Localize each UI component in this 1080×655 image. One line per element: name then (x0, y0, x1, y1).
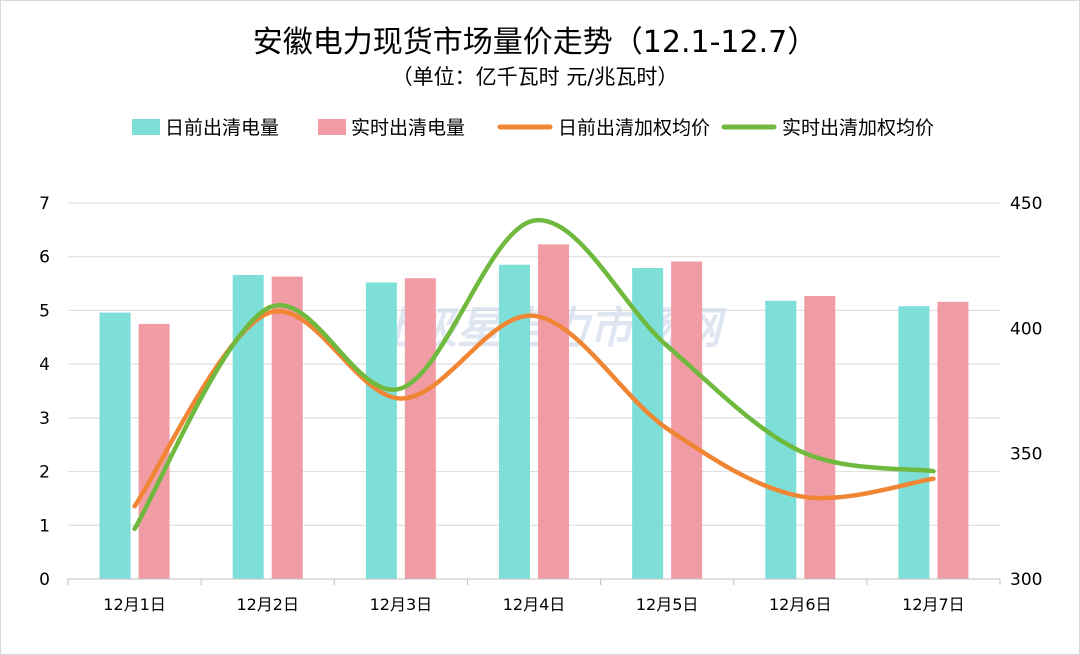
series-line (132, 309, 936, 509)
bar (898, 306, 930, 579)
x-category-label: 12月2日 (236, 595, 299, 614)
y-right-tick-label: 450 (1010, 194, 1042, 214)
y-right-tick-label: 400 (1010, 319, 1042, 339)
x-category-label: 12月7日 (902, 595, 965, 614)
y-right-tick-label: 350 (1010, 445, 1042, 465)
bar (538, 244, 569, 580)
x-category-label: 12月4日 (503, 595, 566, 614)
x-category-label: 12月1日 (103, 595, 166, 614)
legend-swatch (318, 119, 346, 135)
bar (365, 282, 397, 579)
x-category-label: 12月6日 (769, 595, 832, 614)
y-right-tick-label: 300 (1010, 570, 1042, 590)
y-left-tick-label: 7 (39, 194, 50, 214)
chart-title: 安徽电力现货市场量价走势（12.1-12.7） (253, 25, 817, 60)
bar (404, 278, 436, 579)
axes: 0 1 2 3 4 5 6 7 300 350 400 450 12月1日 12月2日 12月3日 12月4日… (39, 194, 1042, 614)
bar (671, 261, 703, 579)
bar (804, 295, 836, 579)
y-left-tick-label: 6 (39, 248, 50, 268)
legend-swatch (132, 119, 160, 135)
y-left-tick-label: 5 (39, 301, 50, 321)
chart-subtitle: （单位：亿千瓦时 元/兆瓦时） (392, 65, 679, 89)
bar (99, 312, 131, 579)
legend-label: 日前出清电量 (165, 117, 279, 139)
bar (499, 264, 530, 579)
bar (271, 276, 303, 579)
gridlines (68, 202, 1000, 526)
legend-label: 实时出清加权均价 (782, 117, 934, 139)
legend-label: 日前出清加权均价 (558, 117, 710, 139)
line-series (132, 218, 936, 532)
bar-series (99, 244, 969, 580)
x-category-label: 12月5日 (636, 595, 699, 614)
legend-label: 实时出清电量 (351, 117, 465, 139)
series-line (132, 218, 936, 532)
legend: 日前出清电量 实时出清电量 日前出清加权均价 实时出清加权均价 (132, 117, 934, 139)
bar (937, 301, 969, 579)
x-category-label: 12月3日 (370, 595, 433, 614)
y-left-tick-label: 2 (39, 463, 50, 483)
y-left-tick-label: 0 (39, 570, 50, 590)
y-left-tick-label: 1 (39, 516, 50, 536)
y-left-tick-label: 4 (39, 355, 50, 375)
y-left-tick-label: 3 (39, 409, 50, 429)
